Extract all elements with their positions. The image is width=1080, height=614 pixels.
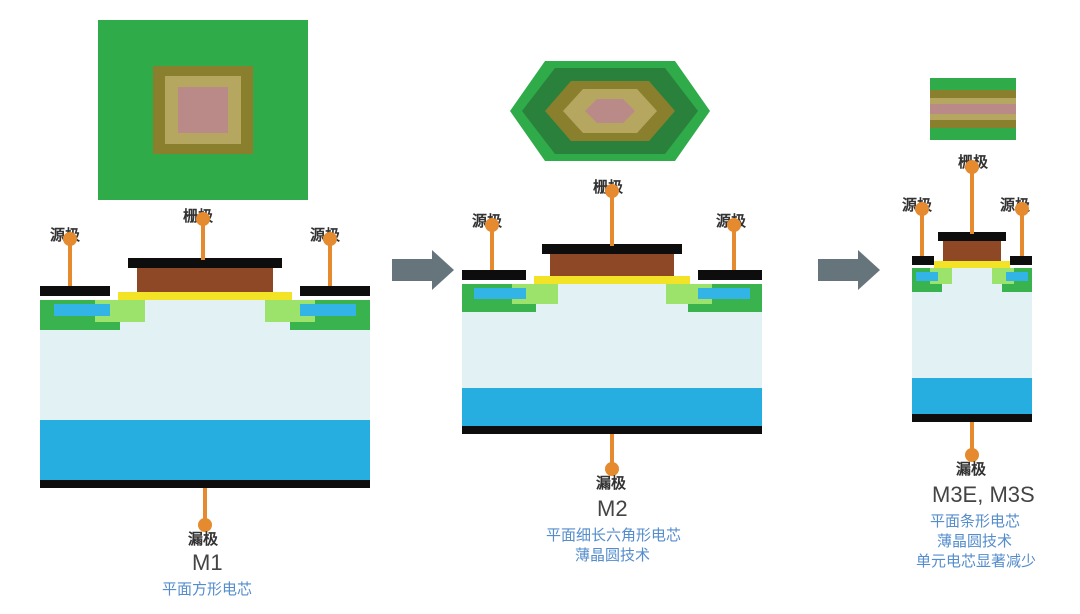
m3-title: M3E, M3S (932, 482, 1035, 508)
m3-subtitle-2: 单元电芯显著减少 (916, 550, 1036, 571)
m2-subtitle-1: 薄晶圆技术 (575, 544, 650, 565)
diagram-stage: 栅极 源极 源极 漏极 M1 平面方形电芯 (0, 0, 1080, 614)
m2-gate-pin (610, 196, 614, 246)
m1-gate-poly (137, 268, 273, 292)
m1-cross-section (40, 258, 370, 488)
m3-drain-label: 漏极 (956, 458, 986, 479)
m1-substrate (40, 420, 370, 480)
arrow-m2-m3 (818, 250, 880, 290)
m3-gate-pin (970, 172, 974, 234)
arrow-m1-m2 (392, 250, 454, 290)
m1-source-metal-left (40, 286, 110, 296)
m1-drain-pin (203, 488, 207, 520)
m1-gate-top-metal (128, 258, 282, 268)
m3-source-pin-right (1020, 214, 1024, 256)
m3-source-pin-left (920, 214, 924, 256)
m1-drain-metal (40, 480, 370, 488)
m3-cross-section (912, 232, 1032, 422)
m2-subtitle-0: 平面细长六角形电芯 (546, 524, 681, 545)
m1-source-pin-left (68, 244, 72, 286)
m1-subtitle-0: 平面方形电芯 (162, 578, 252, 599)
m1-drain-label: 漏极 (188, 528, 218, 549)
m2-cross-section (462, 244, 762, 434)
m1-source-pin-right (328, 244, 332, 286)
m2-drain-pin (610, 434, 614, 464)
m2-drain-label: 漏极 (596, 472, 626, 493)
m3-subtitle-1: 薄晶圆技术 (937, 530, 1012, 551)
m1-nplus-l (54, 304, 110, 316)
m3-subtitle-0: 平面条形电芯 (930, 510, 1020, 531)
m3-topview (930, 78, 1016, 140)
m2-topview (505, 56, 715, 166)
m1-topview (98, 20, 308, 200)
m1-gate-pin (201, 224, 205, 260)
m1-gate-oxide (118, 292, 292, 300)
m1-nplus-r (300, 304, 356, 316)
m1-title: M1 (192, 550, 223, 576)
m3-drain-pin (970, 422, 974, 450)
m2-source-pin-left (490, 230, 494, 270)
m2-source-pin-right (732, 230, 736, 270)
m2-title: M2 (597, 496, 628, 522)
m1-source-metal-right (300, 286, 370, 296)
